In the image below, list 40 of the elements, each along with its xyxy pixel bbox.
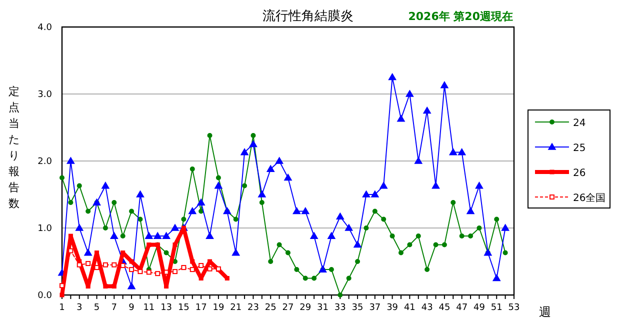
y-tick-label: 0.0 [38,291,52,301]
chart-title: 流行性角結膜炎 [262,8,354,24]
x-tick-label: 15 [178,303,190,313]
x-tick-label: 53 [508,303,520,313]
x-tick-label: 11 [143,303,155,313]
legend-label: 24 [573,118,586,129]
y-axis-title: 定点当たり報告数 [8,85,20,210]
x-tick-label: 7 [111,303,118,313]
legend-label: 25 [573,143,586,154]
chart-subtitle: 2026年 第20週現在 [408,10,513,23]
x-tick-label: 43 [421,303,433,313]
x-tick-label: 9 [128,303,135,313]
legend-label: 26 [573,168,586,179]
x-tick-label: 41 [404,303,416,313]
x-tick-label: 21 [230,303,242,313]
x-tick-label: 23 [248,303,259,313]
x-axis-title: 週 [539,305,551,319]
x-tick-label: 1 [59,303,65,313]
x-tick-label: 35 [352,303,364,313]
x-tick-label: 37 [369,303,381,313]
y-tick-label: 4.0 [38,23,52,33]
x-tick-label: 31 [317,303,328,313]
x-tick-label: 5 [94,303,100,313]
x-tick-label: 33 [334,303,346,313]
x-tick-label: 3 [76,303,82,313]
x-tick-label: 25 [264,303,276,313]
x-tick-label: 19 [212,303,224,313]
x-tick-label: 49 [474,303,486,313]
x-tick-label: 39 [386,303,398,313]
y-tick-label: 1.0 [38,224,52,234]
x-tick-label: 51 [490,303,502,313]
x-tick-label: 29 [300,303,312,313]
x-tick-label: 17 [195,303,207,313]
x-tick-label: 13 [160,303,172,313]
x-tick-label: 45 [438,303,450,313]
x-tick-label: 47 [456,303,468,313]
y-tick-label: 3.0 [38,90,52,100]
y-tick-label: 2.0 [38,157,52,167]
x-tick-label: 27 [282,303,294,313]
legend-label: 26全国 [573,192,606,204]
